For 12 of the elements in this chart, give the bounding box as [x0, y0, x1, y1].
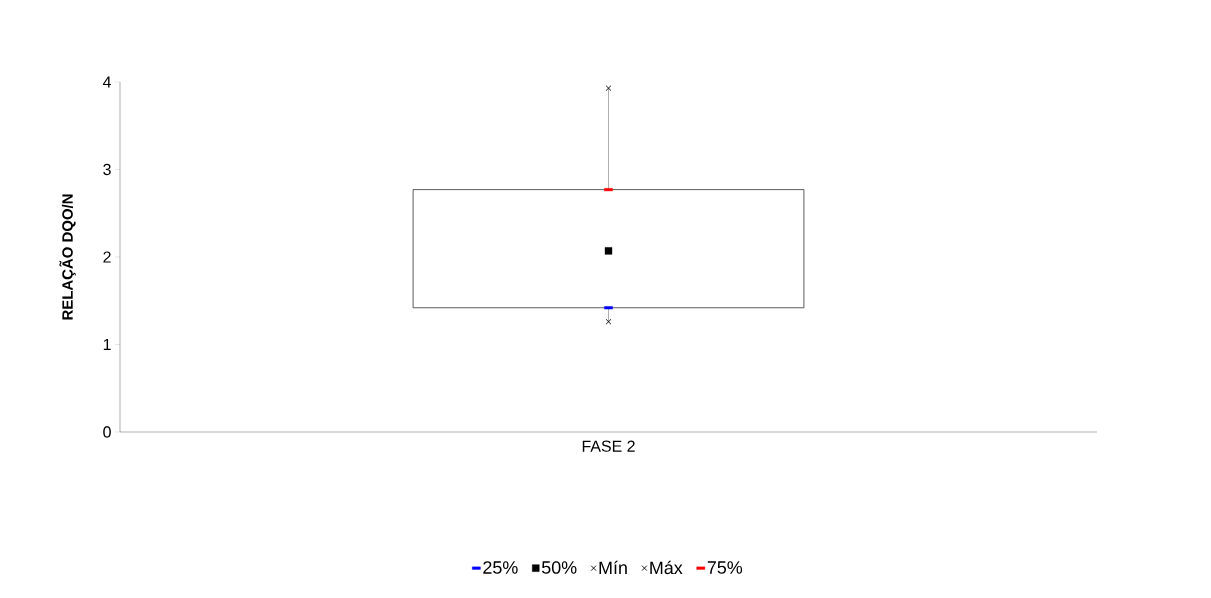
- y-tick-label: 4: [102, 76, 112, 88]
- y-tick-label: 1: [103, 339, 111, 350]
- y-tick-label: 3: [103, 163, 111, 176]
- legend-label: Mín: [599, 560, 627, 575]
- y-axis-title: RELAÇÃO DQO/N: [59, 194, 76, 320]
- x-tick-label: FASE 2: [582, 440, 635, 452]
- legend-label: 50%: [541, 561, 577, 574]
- y-tick-label: 0: [103, 426, 111, 438]
- y-tick-label: 2: [103, 251, 111, 263]
- legend-label: 25%: [483, 561, 518, 574]
- legend-label: 75%: [707, 561, 743, 574]
- legend-label: Máx: [650, 560, 683, 575]
